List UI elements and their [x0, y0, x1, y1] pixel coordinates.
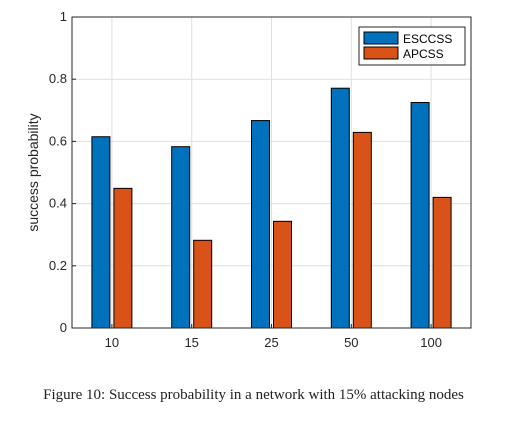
x-tick-label: 15 — [184, 335, 198, 350]
y-tick-label: 0.2 — [49, 258, 67, 273]
bar-apcss-15 — [193, 239, 213, 329]
bar-esccss-10 — [91, 136, 111, 329]
y-tick-label: 0.6 — [49, 133, 67, 148]
figure-caption: Figure 10: Success probability in a netw… — [43, 387, 464, 403]
bar-esccss-100 — [410, 102, 430, 329]
x-axis-ticks: 10 15 25 50 100 — [105, 324, 442, 350]
bar-apcss-25 — [273, 220, 292, 329]
y-tick-label: 0 — [60, 320, 67, 335]
x-tick-label: 100 — [420, 335, 442, 350]
bar-esccss-50 — [330, 87, 350, 329]
y-tick-label: 0.8 — [49, 71, 67, 86]
y-tick-label: 0.4 — [49, 196, 67, 211]
legend-swatch-apcss — [363, 46, 399, 60]
legend-label-apcss: APCSS — [403, 47, 444, 61]
x-tick-label: 50 — [344, 335, 358, 350]
bar-esccss-25 — [251, 120, 270, 329]
legend-swatch-esccss — [363, 31, 399, 45]
x-tick-label: 25 — [264, 335, 278, 350]
y-axis-label: success probability — [25, 113, 41, 231]
legend-label-esccss: ESCCSS — [403, 32, 452, 46]
bar-esccss-15 — [171, 146, 191, 329]
y-tick-label: 1 — [60, 9, 67, 24]
y-axis-ticks: 0 0.2 0.4 0.6 0.8 1 — [49, 9, 76, 335]
x-tick-label: 10 — [105, 335, 119, 350]
bar-apcss-50 — [352, 131, 372, 329]
bar-apcss-10 — [113, 187, 133, 329]
bar-apcss-100 — [432, 196, 452, 329]
legend: ESCCSS APCSS — [358, 26, 466, 66]
